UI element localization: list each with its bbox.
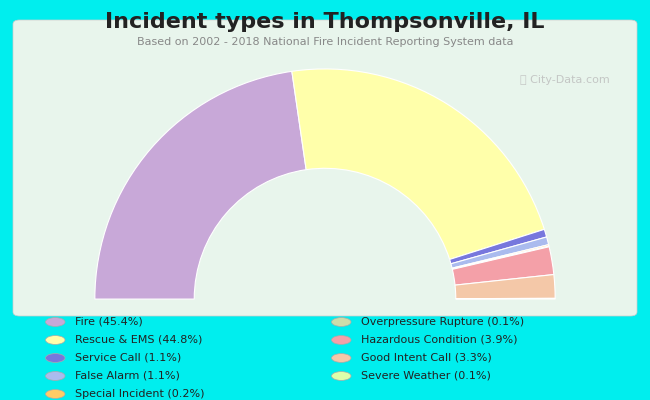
- Text: Overpressure Rupture (0.1%): Overpressure Rupture (0.1%): [361, 317, 524, 327]
- Text: Special Incident (0.2%): Special Incident (0.2%): [75, 389, 204, 399]
- Text: Good Intent Call (3.3%): Good Intent Call (3.3%): [361, 353, 491, 363]
- Text: Severe Weather (0.1%): Severe Weather (0.1%): [361, 371, 491, 381]
- Wedge shape: [450, 229, 547, 264]
- Text: ⓘ City-Data.com: ⓘ City-Data.com: [520, 75, 610, 85]
- Wedge shape: [456, 298, 555, 299]
- Text: Incident types in Thompsonville, IL: Incident types in Thompsonville, IL: [105, 12, 545, 32]
- Text: Fire (45.4%): Fire (45.4%): [75, 317, 142, 327]
- Text: Rescue & EMS (44.8%): Rescue & EMS (44.8%): [75, 335, 202, 345]
- Text: Based on 2002 - 2018 National Fire Incident Reporting System data: Based on 2002 - 2018 National Fire Incid…: [136, 37, 514, 47]
- Wedge shape: [451, 237, 549, 268]
- Wedge shape: [452, 247, 554, 285]
- Text: Hazardous Condition (3.9%): Hazardous Condition (3.9%): [361, 335, 517, 345]
- Wedge shape: [95, 71, 306, 299]
- Text: Service Call (1.1%): Service Call (1.1%): [75, 353, 181, 363]
- Wedge shape: [455, 274, 555, 299]
- Wedge shape: [452, 245, 549, 269]
- Wedge shape: [292, 69, 544, 260]
- Wedge shape: [452, 246, 549, 269]
- Text: False Alarm (1.1%): False Alarm (1.1%): [75, 371, 179, 381]
